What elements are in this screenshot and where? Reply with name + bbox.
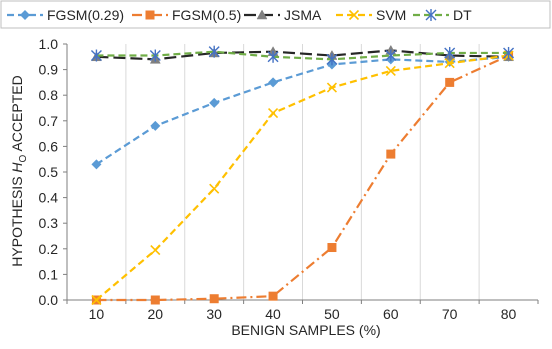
- x-tick-label: 10: [89, 306, 105, 322]
- y-axis-title-variable: H: [9, 162, 25, 173]
- x-tick-label: 50: [324, 306, 340, 322]
- data-point-fgsm-0-29: [268, 77, 279, 88]
- x-marker-stroke: [91, 294, 102, 306]
- data-point-fgsm-0-29: [209, 97, 220, 108]
- series-line-jsma: [96, 49, 509, 61]
- legend-swatch-marker: [256, 9, 268, 20]
- data-point-dt: [385, 49, 397, 62]
- legend-swatch-marker: [145, 10, 155, 20]
- legend-label: DT: [453, 7, 472, 23]
- legend-item: DT: [413, 7, 472, 23]
- y-axis-title: HYPOTHESIS HO ACCEPTED: [9, 75, 29, 266]
- x-marker-stroke: [209, 183, 220, 194]
- x-marker-stroke: [326, 82, 338, 93]
- x-marker-stroke: [150, 245, 161, 256]
- x-tick-label: 20: [148, 306, 164, 322]
- series-group: [90, 44, 515, 306]
- legend-label: SVM: [376, 7, 406, 23]
- series-line-fgsm-0-5: [96, 54, 510, 302]
- y-axis-title-subscript: O: [18, 154, 29, 162]
- data-point-fgsm-0-29: [150, 120, 161, 131]
- data-point-fgsm-0-5: [150, 295, 160, 305]
- data-point-fgsm-0-5: [268, 291, 278, 301]
- data-point-svm: [385, 65, 396, 76]
- x-tick-label: 70: [442, 306, 458, 322]
- y-axis-title-suffix: ACCEPTED: [9, 75, 25, 154]
- legend-label: FGSM(0.29): [47, 7, 124, 23]
- y-tick-label: 0.3: [39, 215, 59, 231]
- data-point-dt: [503, 46, 515, 59]
- y-tick-label: 0.7: [39, 113, 59, 129]
- y-tick-label: 0.9: [39, 62, 59, 78]
- data-point-fgsm-0-29: [91, 159, 102, 170]
- legend-item: FGSM(0.5): [132, 7, 241, 23]
- series-svm: [91, 50, 514, 306]
- y-tick-label: 0.4: [39, 190, 59, 206]
- y-tick-label: 0.1: [39, 266, 59, 282]
- y-tick-label: 0.2: [39, 241, 59, 257]
- data-point-fgsm-0-5: [386, 149, 396, 159]
- data-point-dt: [90, 49, 102, 62]
- legend-swatch-marker: [425, 9, 437, 21]
- data-point-dt: [149, 49, 161, 62]
- y-tick-label: 0.5: [39, 164, 59, 180]
- series-line-dt: [96, 50, 509, 61]
- series-line-fgsm-0-29: [95, 55, 509, 166]
- grid: [125, 44, 480, 300]
- x-tick-label: 40: [265, 306, 281, 322]
- y-tick-label: 0.6: [39, 138, 59, 154]
- series-line-svm: [95, 54, 509, 301]
- x-marker-stroke: [385, 65, 396, 76]
- data-point-fgsm-0-5: [445, 77, 455, 87]
- legend-label: FGSM(0.5): [172, 7, 241, 23]
- data-point-svm: [150, 245, 161, 256]
- data-point-fgsm-0-5: [209, 294, 219, 304]
- data-point-dt: [267, 50, 279, 63]
- legend-item: SVM: [336, 7, 406, 23]
- data-point-dt: [444, 46, 456, 59]
- series-dt: [90, 45, 515, 66]
- y-tick-label: 1.0: [39, 36, 59, 52]
- x-marker-stroke: [444, 58, 455, 69]
- legend-item: FGSM(0.29): [7, 7, 124, 23]
- data-point-svm: [267, 108, 279, 119]
- legend-swatch-marker: [20, 10, 30, 20]
- x-axis-title: BENIGN SAMPLES (%): [231, 322, 380, 338]
- axes: 0.0 0.1 0.2 0.3 0.4 0.5 0.6 0.7 0.8 0.9 1.0 10 20 30 4…: [39, 36, 539, 322]
- x-tick-label: 30: [206, 306, 222, 322]
- data-point-svm: [444, 58, 455, 69]
- legend-label: JSMA: [284, 7, 322, 23]
- x-marker-stroke: [267, 108, 279, 119]
- x-marker-stroke: [348, 9, 360, 21]
- x-tick-label: 60: [383, 306, 399, 322]
- y-tick-label: 0.8: [39, 87, 59, 103]
- legend-swatch-marker: [348, 9, 360, 21]
- data-point-fgsm-0-5: [327, 243, 337, 253]
- data-point-svm: [209, 183, 220, 194]
- legend-box: [0, 0, 551, 29]
- data-point-dt: [208, 45, 220, 58]
- x-tick-label: 80: [501, 306, 517, 322]
- data-point-dt: [326, 53, 338, 66]
- data-point-svm: [91, 294, 102, 306]
- y-tick-label: 0.0: [39, 292, 59, 308]
- data-point-svm: [326, 82, 338, 93]
- legend: FGSM(0.29) FGSM(0.5) JSMA SVM DT: [7, 7, 472, 23]
- y-axis-title-prefix: HYPOTHESIS: [9, 173, 25, 267]
- legend-item: JSMA: [244, 7, 322, 23]
